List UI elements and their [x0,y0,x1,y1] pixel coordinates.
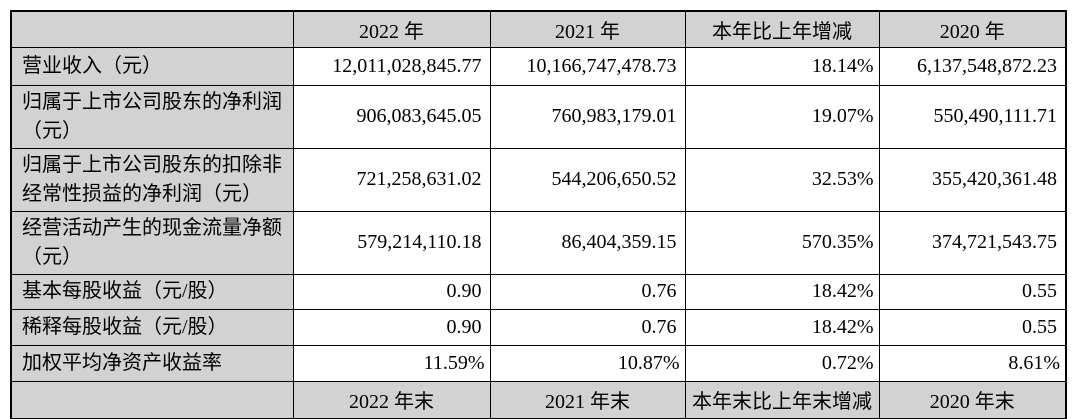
value-cell-2021: 86,404,359.15 [489,210,686,275]
value-cell-2020: 0.55 [878,308,1067,346]
header-cell-2022: 2022 年 [292,10,491,48]
value-cell-2022: 12,011,028,845.77 [292,46,491,86]
table-row-weighted-roe: 加权平均净资产收益率 11.59% 10.87% 0.72% 8.61% [10,344,1067,382]
header-cell-2021: 2021 年 [489,10,686,48]
footer-cell-2021-end: 2021 年末 [489,380,686,419]
table-header-row: 2022 年 2021 年 本年比上年增减 2020 年 [10,10,1067,48]
row-label: 营业收入（元） [10,46,294,86]
value-cell-2022: 0.90 [292,308,491,346]
value-cell-2021: 544,206,650.52 [489,147,686,212]
value-cell-yoy: 18.14% [684,46,880,86]
value-cell-2020: 355,420,361.48 [878,147,1067,212]
row-label: 经营活动产生的现金流量净额 （元） [10,210,294,275]
value-cell-2020: 8.61% [878,344,1067,382]
value-cell-2020: 0.55 [878,273,1067,310]
footer-cell-2020-end: 2020 年末 [878,380,1067,419]
value-cell-2021: 0.76 [489,273,686,310]
header-cell-yoy-change: 本年比上年增减 [684,10,880,48]
value-cell-2020: 6,137,548,872.23 [878,46,1067,86]
value-cell-yoy: 570.35% [684,210,880,275]
table-row-net-profit-deducted: 归属于上市公司股东的扣除非 经常性损益的净利润（元） 721,258,631.0… [10,147,1067,212]
value-cell-yoy: 18.42% [684,273,880,310]
header-empty-cell [10,10,294,48]
value-cell-2022: 11.59% [292,344,491,382]
value-cell-yoy: 19.07% [684,84,880,149]
financial-summary-table: 2022 年 2021 年 本年比上年增减 2020 年 营业收入（元） 12,… [10,10,1067,419]
value-cell-2021: 10,166,747,478.73 [489,46,686,86]
header-cell-2020: 2020 年 [878,10,1067,48]
row-label: 加权平均净资产收益率 [10,344,294,382]
value-cell-2021: 10.87% [489,344,686,382]
footer-cell-2022-end: 2022 年末 [292,380,491,419]
row-label: 稀释每股收益（元/股） [10,308,294,346]
value-cell-2022: 579,214,110.18 [292,210,491,275]
table-row-diluted-eps: 稀释每股收益（元/股） 0.90 0.76 18.42% 0.55 [10,308,1067,346]
table-footer-row: 2022 年末 2021 年末 本年末比上年末增减 2020 年末 [10,380,1067,419]
value-cell-2020: 374,721,543.75 [878,210,1067,275]
footer-cell-yoy-end-change: 本年末比上年末增减 [684,380,880,419]
value-cell-yoy: 32.53% [684,147,880,212]
row-label: 基本每股收益（元/股） [10,273,294,310]
value-cell-2021: 0.76 [489,308,686,346]
value-cell-2022: 0.90 [292,273,491,310]
footer-empty-cell [10,380,294,419]
value-cell-yoy: 0.72% [684,344,880,382]
value-cell-2022: 906,083,645.05 [292,84,491,149]
table-row-revenue: 营业收入（元） 12,011,028,845.77 10,166,747,478… [10,46,1067,86]
table-row-operating-cash-flow: 经营活动产生的现金流量净额 （元） 579,214,110.18 86,404,… [10,210,1067,275]
table-row-net-profit: 归属于上市公司股东的净利润 （元） 906,083,645.05 760,983… [10,84,1067,149]
value-cell-2021: 760,983,179.01 [489,84,686,149]
table-row-basic-eps: 基本每股收益（元/股） 0.90 0.76 18.42% 0.55 [10,273,1067,310]
value-cell-2020: 550,490,111.71 [878,84,1067,149]
value-cell-yoy: 18.42% [684,308,880,346]
row-label: 归属于上市公司股东的净利润 （元） [10,84,294,149]
row-label: 归属于上市公司股东的扣除非 经常性损益的净利润（元） [10,147,294,212]
value-cell-2022: 721,258,631.02 [292,147,491,212]
